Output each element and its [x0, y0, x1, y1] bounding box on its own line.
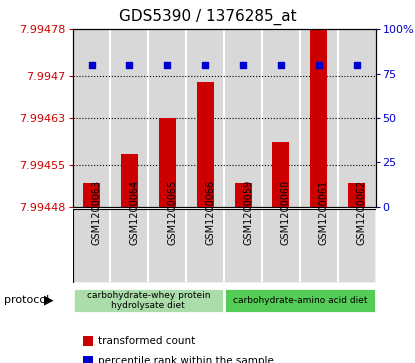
Bar	[159, 118, 176, 207]
Bar	[121, 154, 138, 207]
Text: percentile rank within the sample: percentile rank within the sample	[98, 356, 273, 363]
Point	[126, 62, 133, 68]
Point	[202, 62, 208, 68]
FancyBboxPatch shape	[149, 209, 186, 283]
FancyBboxPatch shape	[338, 209, 376, 283]
Bar	[234, 183, 251, 207]
Text: GSM1200059: GSM1200059	[243, 180, 253, 245]
Bar	[262, 29, 300, 207]
Text: carbohydrate-amino acid diet: carbohydrate-amino acid diet	[232, 296, 367, 305]
Text: protocol: protocol	[4, 295, 49, 305]
Text: GDS5390 / 1376285_at: GDS5390 / 1376285_at	[119, 9, 296, 25]
Text: GSM1200063: GSM1200063	[92, 180, 102, 245]
Point	[353, 62, 360, 68]
Bar	[310, 29, 327, 207]
Bar	[186, 29, 224, 207]
Bar	[197, 82, 214, 207]
FancyBboxPatch shape	[262, 209, 300, 283]
Text: GSM1200060: GSM1200060	[281, 180, 291, 245]
FancyBboxPatch shape	[73, 288, 224, 313]
Text: transformed count: transformed count	[98, 336, 195, 346]
Point	[278, 62, 284, 68]
Point	[164, 62, 171, 68]
Bar	[224, 29, 262, 207]
FancyBboxPatch shape	[224, 209, 262, 283]
Text: GSM1200066: GSM1200066	[205, 180, 215, 245]
Bar	[272, 142, 289, 207]
Text: GSM1200064: GSM1200064	[129, 180, 139, 245]
Bar	[348, 183, 365, 207]
Text: carbohydrate-whey protein
hydrolysate diet: carbohydrate-whey protein hydrolysate di…	[87, 291, 210, 310]
Bar	[110, 29, 149, 207]
Bar	[73, 29, 110, 207]
Point	[315, 62, 322, 68]
FancyBboxPatch shape	[73, 209, 110, 283]
FancyBboxPatch shape	[186, 209, 224, 283]
Text: GSM1200061: GSM1200061	[319, 180, 329, 245]
Point	[88, 62, 95, 68]
FancyBboxPatch shape	[224, 288, 376, 313]
Bar	[83, 183, 100, 207]
Text: GSM1200065: GSM1200065	[167, 180, 177, 245]
FancyBboxPatch shape	[110, 209, 149, 283]
Bar	[149, 29, 186, 207]
Text: GSM1200062: GSM1200062	[356, 180, 366, 245]
Bar	[338, 29, 376, 207]
Text: ▶: ▶	[44, 294, 54, 307]
Point	[240, 62, 247, 68]
FancyBboxPatch shape	[300, 209, 338, 283]
Bar	[300, 29, 338, 207]
